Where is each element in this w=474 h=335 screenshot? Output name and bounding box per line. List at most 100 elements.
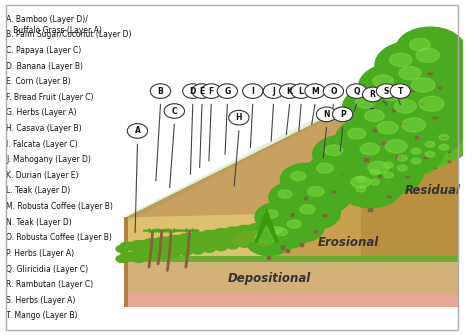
Text: D: D bbox=[190, 86, 196, 95]
Text: M. Robusta Coffee (Layer B): M. Robusta Coffee (Layer B) bbox=[6, 202, 113, 211]
Circle shape bbox=[264, 84, 283, 98]
Text: D. Banana (Layer B): D. Banana (Layer B) bbox=[6, 62, 83, 71]
Ellipse shape bbox=[198, 233, 210, 241]
Text: A. Bamboo (Layer D)/
   Buffalo Grass (Layer A): A. Bamboo (Layer D)/ Buffalo Grass (Laye… bbox=[6, 15, 102, 35]
Ellipse shape bbox=[254, 224, 266, 231]
Polygon shape bbox=[379, 191, 381, 196]
Ellipse shape bbox=[238, 231, 255, 242]
Ellipse shape bbox=[237, 236, 250, 243]
Ellipse shape bbox=[140, 251, 153, 258]
Ellipse shape bbox=[133, 245, 145, 253]
Ellipse shape bbox=[343, 86, 407, 128]
Ellipse shape bbox=[380, 88, 453, 136]
Circle shape bbox=[280, 84, 300, 98]
Ellipse shape bbox=[222, 240, 234, 247]
Polygon shape bbox=[420, 160, 422, 165]
Ellipse shape bbox=[156, 252, 169, 259]
Ellipse shape bbox=[297, 178, 352, 213]
Ellipse shape bbox=[168, 240, 180, 248]
Ellipse shape bbox=[439, 144, 449, 150]
Text: Q. Gliricidia (Layer C): Q. Gliricidia (Layer C) bbox=[6, 265, 88, 273]
Ellipse shape bbox=[351, 176, 370, 188]
Ellipse shape bbox=[226, 227, 238, 234]
Ellipse shape bbox=[163, 249, 175, 256]
Text: B. Palm Sugar/Coconut (Layer D): B. Palm Sugar/Coconut (Layer D) bbox=[6, 30, 131, 39]
Ellipse shape bbox=[255, 202, 301, 232]
Ellipse shape bbox=[377, 167, 410, 188]
Polygon shape bbox=[392, 185, 394, 189]
Ellipse shape bbox=[399, 67, 421, 80]
Text: G. Herbs (Layer A): G. Herbs (Layer A) bbox=[6, 108, 76, 117]
Ellipse shape bbox=[411, 158, 421, 164]
Polygon shape bbox=[442, 128, 446, 138]
Polygon shape bbox=[264, 134, 361, 261]
Text: N: N bbox=[323, 110, 330, 119]
Ellipse shape bbox=[325, 145, 343, 156]
Ellipse shape bbox=[370, 179, 380, 185]
Polygon shape bbox=[410, 81, 414, 91]
Circle shape bbox=[305, 84, 325, 98]
Polygon shape bbox=[361, 51, 458, 261]
Ellipse shape bbox=[356, 96, 375, 108]
Polygon shape bbox=[291, 207, 293, 216]
Ellipse shape bbox=[356, 186, 365, 192]
Circle shape bbox=[192, 84, 212, 98]
Ellipse shape bbox=[234, 237, 246, 244]
Ellipse shape bbox=[278, 190, 292, 198]
Ellipse shape bbox=[411, 148, 421, 154]
Ellipse shape bbox=[207, 230, 219, 238]
Ellipse shape bbox=[394, 100, 417, 113]
Text: I. Falcata (Layer C): I. Falcata (Layer C) bbox=[6, 140, 78, 149]
Polygon shape bbox=[438, 78, 441, 88]
Polygon shape bbox=[448, 147, 450, 151]
Ellipse shape bbox=[175, 237, 187, 244]
Ellipse shape bbox=[186, 245, 199, 252]
Text: Depositional: Depositional bbox=[228, 272, 310, 285]
Text: P. Herbs (Layer A): P. Herbs (Layer A) bbox=[6, 249, 74, 258]
Ellipse shape bbox=[155, 237, 168, 245]
Ellipse shape bbox=[242, 225, 254, 232]
Ellipse shape bbox=[139, 242, 152, 249]
Ellipse shape bbox=[383, 172, 393, 178]
Ellipse shape bbox=[242, 236, 254, 243]
Ellipse shape bbox=[398, 155, 407, 161]
Polygon shape bbox=[277, 227, 280, 236]
Text: H. Casava (Layer B): H. Casava (Layer B) bbox=[6, 124, 82, 133]
Ellipse shape bbox=[354, 150, 423, 195]
Ellipse shape bbox=[175, 247, 187, 254]
Ellipse shape bbox=[386, 105, 465, 156]
Ellipse shape bbox=[191, 237, 204, 244]
Ellipse shape bbox=[128, 254, 140, 261]
Ellipse shape bbox=[151, 250, 164, 257]
Ellipse shape bbox=[390, 53, 412, 67]
Ellipse shape bbox=[336, 119, 396, 157]
Ellipse shape bbox=[238, 230, 251, 237]
Ellipse shape bbox=[144, 244, 157, 251]
Text: O. Robusta Coffee (Layer B): O. Robusta Coffee (Layer B) bbox=[6, 233, 112, 242]
Ellipse shape bbox=[257, 234, 270, 241]
Ellipse shape bbox=[262, 237, 274, 244]
Ellipse shape bbox=[349, 171, 382, 192]
Text: G: G bbox=[224, 86, 230, 95]
Ellipse shape bbox=[238, 240, 251, 247]
Ellipse shape bbox=[124, 252, 137, 260]
Ellipse shape bbox=[234, 227, 246, 234]
Text: E: E bbox=[200, 86, 205, 95]
Ellipse shape bbox=[175, 246, 188, 253]
Ellipse shape bbox=[360, 143, 380, 155]
Ellipse shape bbox=[373, 75, 393, 87]
Text: F: F bbox=[209, 86, 214, 95]
Ellipse shape bbox=[368, 77, 437, 122]
Ellipse shape bbox=[377, 157, 410, 178]
Ellipse shape bbox=[269, 183, 315, 212]
Ellipse shape bbox=[179, 244, 191, 251]
Ellipse shape bbox=[400, 36, 474, 86]
Ellipse shape bbox=[191, 232, 203, 239]
Circle shape bbox=[323, 84, 344, 98]
Ellipse shape bbox=[272, 227, 283, 233]
Ellipse shape bbox=[365, 110, 384, 122]
Ellipse shape bbox=[233, 239, 246, 246]
Ellipse shape bbox=[383, 162, 393, 168]
Text: S: S bbox=[384, 86, 389, 95]
Ellipse shape bbox=[264, 210, 278, 218]
